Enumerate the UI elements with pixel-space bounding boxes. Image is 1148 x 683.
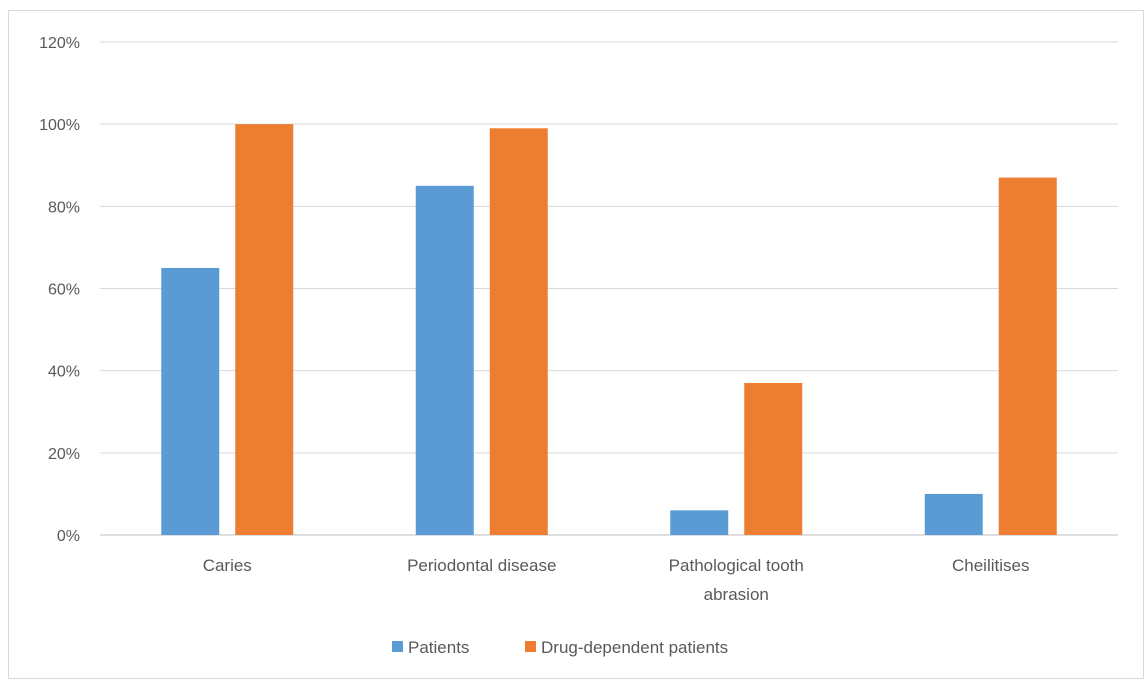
legend-swatch [525, 641, 536, 652]
legend: Patients Drug-dependent patients [392, 638, 728, 657]
y-tick-label: 20% [48, 446, 80, 463]
bar-drug-dependent-patients-2 [489, 128, 548, 535]
x-category-label: Caries [203, 556, 252, 575]
bar-patients-3 [670, 510, 729, 535]
bars [161, 124, 1057, 536]
x-category-label: Pathological tooth abrasion [669, 556, 804, 604]
bar-patients-2 [415, 185, 474, 535]
y-tick-label: 80% [48, 199, 80, 216]
y-tick-label: 120% [39, 35, 80, 52]
y-tick-label: 60% [48, 282, 80, 299]
bar-drug-dependent-patients-4 [998, 177, 1057, 535]
legend-swatch [392, 641, 403, 652]
legend-label: Drug-dependent patients [541, 638, 728, 657]
y-tick-label: 0% [57, 528, 80, 545]
bar-patients-1 [161, 267, 220, 535]
y-tick-label: 100% [39, 117, 80, 134]
x-axis-categories: Caries Periodontal disease Pathological to… [203, 556, 1030, 604]
legend-label: Patients [408, 638, 469, 657]
x-category-label: Cheilitises [952, 556, 1029, 575]
bar-drug-dependent-patients-1 [235, 124, 294, 536]
bar-patients-4 [924, 493, 983, 535]
bar-drug-dependent-patients-3 [744, 382, 803, 535]
x-category-label: Periodontal disease [407, 556, 556, 575]
y-tick-label: 40% [48, 364, 80, 381]
y-axis-ticks: 0% 20% 40% 60% 80% 100% 120% [39, 35, 80, 545]
